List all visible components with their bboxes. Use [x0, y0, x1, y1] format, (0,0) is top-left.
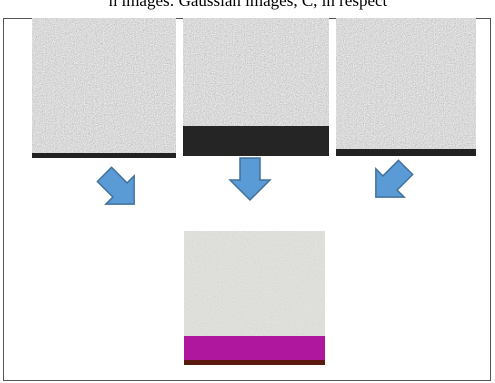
- arrow: [362, 153, 420, 211]
- dark-bar: [184, 360, 325, 365]
- dark-bar: [32, 153, 176, 158]
- arrow: [230, 158, 270, 200]
- caption: n images: Gaussian images, C, in respect: [109, 0, 388, 10]
- dark-bar: [336, 149, 476, 156]
- magenta-bar: [184, 336, 325, 360]
- page: n images: Gaussian images, C, in respect…: [0, 0, 495, 383]
- noise-image: [336, 18, 476, 156]
- dark-bar: [183, 126, 329, 156]
- noise-image: [32, 18, 176, 158]
- diagram: n images: Gaussian images, C, in respect: [0, 0, 495, 383]
- arrow: [90, 160, 148, 218]
